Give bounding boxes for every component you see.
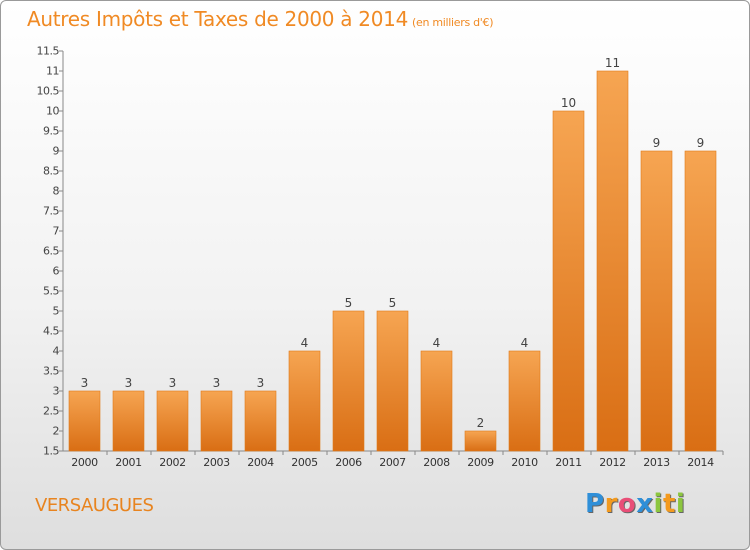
bar-value-label: 10 [561,96,576,110]
x-tick-label: 2014 [687,456,714,469]
y-tick-label: 8.5 [43,165,59,178]
bar [68,390,101,452]
place-name: VERSAUGUES [35,495,154,516]
y-tick-label: 4.5 [43,325,59,338]
x-tick-label: 2001 [115,456,141,469]
bar [420,350,453,452]
bar [376,310,409,452]
y-tick-label: 1.5 [43,445,59,458]
logo-letter: i [653,489,663,519]
logo-letter: o [617,489,637,519]
bar [200,390,233,452]
x-tick-label: 2002 [159,456,185,469]
y-tick-label: 2.5 [43,405,59,418]
x-tick-label: 2007 [379,456,406,469]
bar-value-label: 5 [389,296,397,310]
chart-title: Autres Impôts et Taxes de 2000 à 2014 (en… [27,7,493,31]
x-tick-label: 2013 [643,456,670,469]
logo-letter: t [662,489,676,519]
x-tick-label: 2012 [599,456,625,469]
y-tick-label: 9 [53,145,60,158]
y-tick-label: 9.5 [43,125,59,138]
y-tick-label: 10 [46,105,59,118]
bar-value-label: 4 [521,336,529,350]
x-tick-label: 2010 [511,456,538,469]
bar [244,390,277,452]
bar [156,390,189,452]
x-tick-label: 2005 [291,456,318,469]
y-tick-label: 8 [53,185,60,198]
y-tick-label: 7 [53,225,60,238]
bar-value-label: 9 [653,136,661,150]
bar-value-label: 3 [169,376,177,390]
bar [684,150,717,452]
bar-value-label: 4 [301,336,309,350]
logo-letter: i [675,489,686,519]
proxiti-logo: Proxiti [585,489,685,519]
y-tick-label: 3 [53,385,60,398]
y-tick-label: 4 [53,345,60,358]
logo-letter: x [636,489,654,519]
x-tick-label: 2004 [247,456,274,469]
y-tick-label: 10.5 [37,85,60,98]
y-tick-label: 5.5 [43,285,59,298]
logo-letter: r [604,489,618,519]
y-tick-label: 11 [46,65,59,78]
bar-value-label: 4 [433,336,441,350]
bar [508,350,541,452]
y-tick-label: 7.5 [43,205,59,218]
bar-value-label: 3 [213,376,221,390]
bar [640,150,673,452]
bar-value-label: 2 [477,416,485,430]
x-tick-label: 2000 [71,456,98,469]
bar-value-label: 3 [125,376,133,390]
y-tick-label: 6 [53,265,60,278]
x-tick-label: 2011 [555,456,581,469]
y-tick-label: 2 [53,425,60,438]
bar-value-label: 5 [345,296,353,310]
y-tick-label: 11.5 [37,45,60,58]
x-tick-label: 2003 [203,456,230,469]
bar-value-label: 3 [257,376,265,390]
bar [596,70,629,452]
chart-unit: (en milliers d'€) [412,16,494,29]
bar-value-label: 9 [697,136,705,150]
x-tick-label: 2006 [335,456,362,469]
bar [332,310,365,452]
bar [552,110,585,452]
chart-title-text: Autres Impôts et Taxes de 2000 à 2014 [27,7,408,31]
bar-value-label: 11 [605,56,620,70]
y-tick-label: 6.5 [43,245,59,258]
logo-letter: P [585,489,605,519]
x-tick-label: 2009 [467,456,494,469]
y-tick-label: 3.5 [43,365,59,378]
y-tick-label: 5 [53,305,60,318]
bar-value-label: 3 [81,376,89,390]
bar [112,390,145,452]
bar [464,430,497,452]
x-tick-label: 2008 [423,456,450,469]
bar [288,350,321,452]
